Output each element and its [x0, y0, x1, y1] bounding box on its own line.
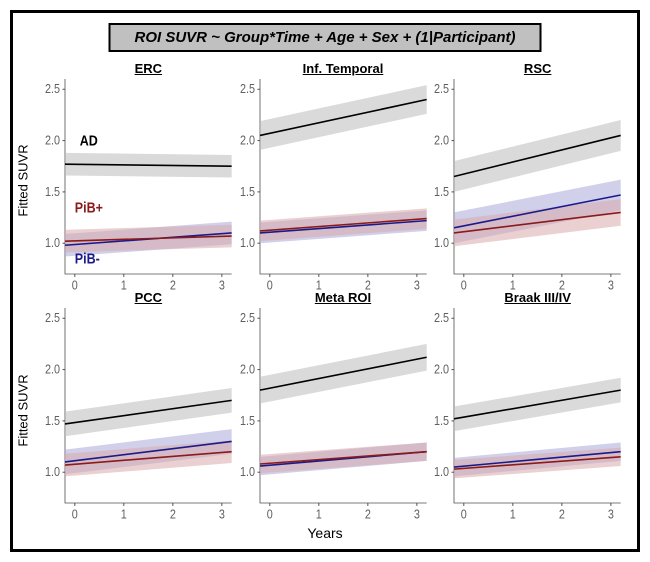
- plot-area: 1.01.52.02.50123: [260, 308, 427, 503]
- y-tick-label: 2.0: [434, 363, 449, 377]
- x-tick-label: 3: [608, 508, 614, 522]
- y-tick-label: 1.5: [240, 414, 255, 428]
- y-tick-label: 1.5: [434, 185, 449, 199]
- panel-title: Braak III/IV: [504, 290, 570, 305]
- group-label-AD: AD: [80, 133, 98, 149]
- x-tick-label: 3: [608, 279, 614, 293]
- y-tick-label: 2.5: [434, 311, 449, 325]
- y-tick-label: 1.0: [434, 236, 449, 250]
- plot-area: 1.01.52.02.50123ADPiB+PiB-: [65, 79, 232, 274]
- x-tick-label: 3: [414, 508, 420, 522]
- plot-grid: ERC1.01.52.02.50123ADPiB+PiB-Inf. Tempor…: [65, 65, 621, 503]
- panel: PCC1.01.52.02.50123: [65, 294, 232, 503]
- group-label-PiBplus: PiB+: [75, 200, 103, 216]
- group-label-PiBminus: PiB-: [75, 251, 100, 267]
- panel-title: Meta ROI: [315, 290, 371, 305]
- plot-area: 1.01.52.02.50123: [65, 308, 232, 503]
- y-tick-label: 1.0: [240, 465, 255, 479]
- y-tick-label: 2.5: [45, 311, 60, 325]
- plot-area: 1.01.52.02.50123: [260, 79, 427, 274]
- y-axis-label-row1: Fitted SUVR: [16, 144, 31, 216]
- y-tick-label: 2.5: [45, 82, 60, 96]
- x-tick-label: 0: [72, 508, 78, 522]
- x-tick-label: 1: [121, 508, 127, 522]
- y-axis-label-row2: Fitted SUVR: [16, 374, 31, 446]
- x-tick-label: 3: [219, 279, 225, 293]
- panel-title: RSC: [524, 61, 551, 76]
- y-tick-label: 1.5: [240, 185, 255, 199]
- y-tick-label: 2.0: [240, 363, 255, 377]
- x-tick-label: 2: [170, 508, 176, 522]
- panel: Braak III/IV1.01.52.02.50123: [454, 294, 621, 503]
- panel: Meta ROI1.01.52.02.50123: [260, 294, 427, 503]
- y-tick-label: 1.0: [240, 236, 255, 250]
- plot-area: 1.01.52.02.50123: [454, 79, 621, 274]
- y-tick-label: 1.5: [45, 185, 60, 199]
- x-tick-label: 0: [461, 279, 467, 293]
- x-axis-label: Years: [307, 525, 342, 541]
- x-tick-label: 1: [510, 508, 516, 522]
- x-tick-label: 0: [461, 508, 467, 522]
- y-tick-label: 1.0: [434, 465, 449, 479]
- y-tick-label: 1.5: [45, 414, 60, 428]
- panel: RSC1.01.52.02.50123: [454, 65, 621, 274]
- y-tick-label: 2.5: [434, 82, 449, 96]
- y-tick-label: 2.0: [240, 134, 255, 148]
- panel-title: Inf. Temporal: [303, 61, 384, 76]
- x-tick-label: 2: [170, 279, 176, 293]
- figure-frame: ROI SUVR ~ Group*Time + Age + Sex + (1|P…: [10, 10, 640, 552]
- x-tick-label: 1: [315, 508, 321, 522]
- x-tick-label: 2: [364, 508, 370, 522]
- y-tick-label: 1.5: [434, 414, 449, 428]
- x-tick-label: 2: [559, 508, 565, 522]
- panel-title: PCC: [135, 290, 162, 305]
- y-tick-label: 1.0: [45, 465, 60, 479]
- y-tick-label: 2.5: [240, 82, 255, 96]
- panel: Inf. Temporal1.01.52.02.50123: [260, 65, 427, 274]
- x-tick-label: 3: [414, 279, 420, 293]
- figure-title: ROI SUVR ~ Group*Time + Age + Sex + (1|P…: [109, 23, 542, 52]
- y-tick-label: 2.0: [434, 134, 449, 148]
- x-tick-label: 0: [72, 279, 78, 293]
- plot-area: 1.01.52.02.50123: [454, 308, 621, 503]
- x-tick-label: 1: [121, 279, 127, 293]
- x-tick-label: 0: [266, 279, 272, 293]
- y-tick-label: 1.0: [45, 236, 60, 250]
- x-tick-label: 3: [219, 508, 225, 522]
- y-tick-label: 2.0: [45, 134, 60, 148]
- y-tick-label: 2.0: [45, 363, 60, 377]
- x-tick-label: 0: [266, 508, 272, 522]
- y-tick-label: 2.5: [240, 311, 255, 325]
- panel: ERC1.01.52.02.50123ADPiB+PiB-: [65, 65, 232, 274]
- panel-title: ERC: [135, 61, 162, 76]
